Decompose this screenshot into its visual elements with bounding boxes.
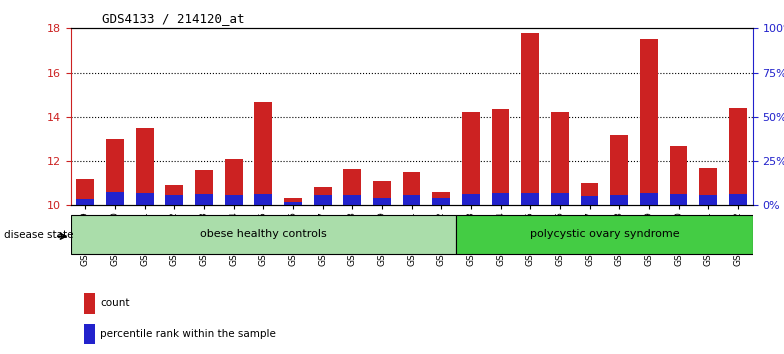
Bar bbox=[165, 185, 183, 205]
Bar bbox=[165, 195, 183, 205]
Bar bbox=[106, 192, 124, 205]
Bar bbox=[581, 183, 598, 205]
Bar bbox=[77, 179, 94, 205]
Bar bbox=[225, 195, 242, 205]
Bar bbox=[670, 194, 688, 205]
Bar bbox=[373, 181, 391, 205]
Bar bbox=[77, 199, 94, 205]
Bar bbox=[670, 145, 688, 205]
Bar bbox=[432, 192, 450, 205]
Bar bbox=[195, 170, 213, 205]
Bar bbox=[462, 113, 480, 205]
Bar bbox=[255, 102, 272, 205]
Bar bbox=[521, 193, 539, 205]
Bar bbox=[314, 195, 332, 205]
Bar bbox=[581, 196, 598, 205]
Bar bbox=[699, 195, 717, 205]
Text: GDS4133 / 214120_at: GDS4133 / 214120_at bbox=[102, 12, 245, 25]
Bar bbox=[71, 215, 456, 255]
Bar bbox=[136, 193, 154, 205]
Text: disease state: disease state bbox=[4, 230, 74, 240]
Bar bbox=[343, 195, 361, 205]
Bar bbox=[729, 194, 746, 205]
Bar bbox=[521, 33, 539, 205]
Bar bbox=[640, 193, 658, 205]
Bar bbox=[492, 109, 510, 205]
Text: polycystic ovary syndrome: polycystic ovary syndrome bbox=[529, 229, 679, 239]
Text: count: count bbox=[100, 298, 129, 308]
Bar bbox=[84, 293, 95, 314]
Bar bbox=[314, 187, 332, 205]
Bar bbox=[403, 195, 420, 205]
Bar bbox=[729, 108, 746, 205]
Bar bbox=[610, 195, 628, 205]
Bar bbox=[225, 159, 242, 205]
Text: percentile rank within the sample: percentile rank within the sample bbox=[100, 329, 276, 339]
Bar bbox=[551, 113, 568, 205]
Bar bbox=[255, 194, 272, 205]
Bar bbox=[640, 39, 658, 205]
Bar bbox=[284, 198, 302, 205]
Bar bbox=[84, 324, 95, 344]
Bar bbox=[610, 135, 628, 205]
Bar bbox=[432, 198, 450, 205]
Bar bbox=[106, 139, 124, 205]
Bar bbox=[456, 215, 753, 255]
Bar bbox=[343, 169, 361, 205]
Bar bbox=[551, 193, 568, 205]
Bar bbox=[699, 168, 717, 205]
Bar bbox=[462, 194, 480, 205]
Bar bbox=[492, 193, 510, 205]
Bar bbox=[403, 172, 420, 205]
Text: obese healthy controls: obese healthy controls bbox=[200, 229, 327, 239]
Bar bbox=[373, 198, 391, 205]
Bar bbox=[284, 202, 302, 205]
Bar bbox=[136, 128, 154, 205]
Bar bbox=[195, 194, 213, 205]
